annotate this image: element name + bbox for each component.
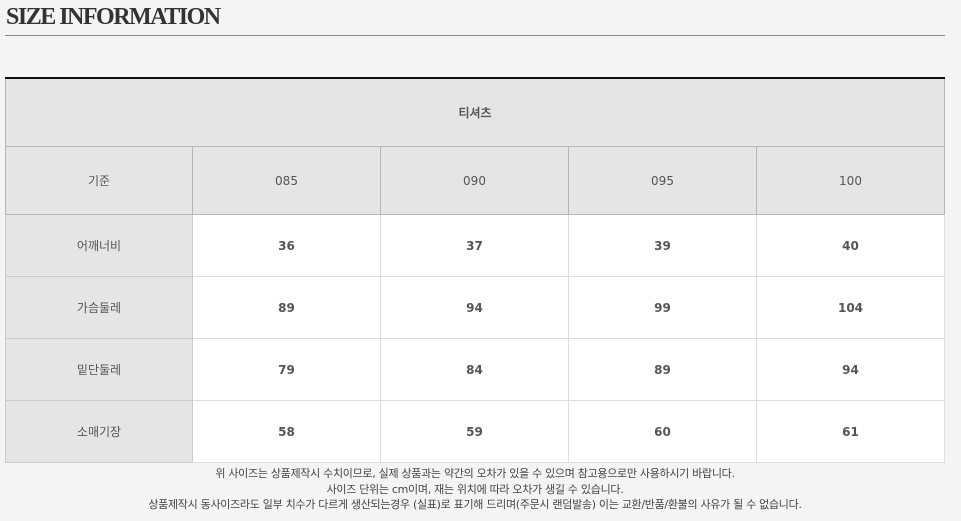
note: 사이즈 단위는 cm이며, 재는 위치에 따라 오차가 생길 수 있습니다. [326,482,624,496]
measurement-value: 40 [756,214,945,277]
table-row: 소매기장 58 59 60 61 [5,400,945,463]
measurement-value: 84 [380,338,569,401]
measurement-label: 어깨너비 [5,214,193,277]
page-title: SIZE INFORMATION [6,4,221,30]
measurement-value: 59 [380,400,569,463]
measurement-value: 39 [568,214,757,277]
title-divider [5,35,945,36]
measurement-value: 61 [756,400,945,463]
measurement-label: 소매기장 [5,400,193,463]
measurement-value: 104 [756,276,945,339]
measurement-value: 99 [568,276,757,339]
measurement-value: 94 [380,276,569,339]
table-row: 밑단둘레 79 84 89 94 [5,338,945,401]
note: 위 사이즈는 상품제작시 수치이므로, 실제 상품과는 약간의 오차가 있을 수… [215,467,735,480]
size-header: 095 [568,146,757,215]
measurement-value: 89 [192,276,381,339]
product-header: 티셔츠 [5,77,945,147]
measurement-value: 89 [568,338,757,401]
table-row: 어깨너비 36 37 39 40 [5,214,945,277]
measurement-value: 37 [380,214,569,277]
measurement-label: 가슴둘레 [5,276,193,339]
table-row: 가슴둘레 89 94 99 104 [5,276,945,339]
measurement-value: 58 [192,400,381,463]
size-header: 090 [380,146,569,215]
size-notes: 위 사이즈는 상품제작시 수치이므로, 실제 상품과는 약간의 오차가 있을 수… [0,466,950,513]
note: 상품제작시 동사이즈라도 일부 치수가 다르게 생산되는경우 (실표)로 표기해… [148,498,802,511]
measurement-label: 밑단둘레 [5,338,193,401]
measurement-value: 79 [192,338,381,401]
size-table: 티셔츠 기준 085 090 095 100 어깨너비 36 37 39 40 가슴둘레 89 94 9… [5,77,945,463]
measurement-value: 60 [568,400,757,463]
measurement-value: 94 [756,338,945,401]
size-header: 100 [756,146,945,215]
size-header: 085 [192,146,381,215]
measurement-value: 36 [192,214,381,277]
criteria-header: 기준 [5,146,193,215]
